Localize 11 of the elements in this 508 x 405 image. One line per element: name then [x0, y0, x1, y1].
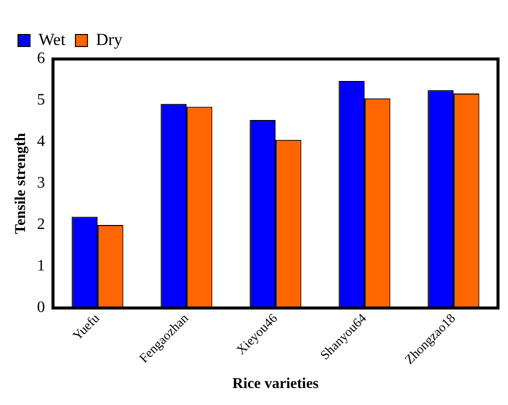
- y-tick-label: 4: [37, 133, 45, 150]
- y-tick-label: 6: [37, 50, 45, 68]
- legend-label: Dry: [96, 30, 123, 49]
- y-tick-label: 3: [37, 174, 45, 192]
- y-tick-label: 1: [37, 258, 45, 275]
- legend-label: Wet: [38, 30, 66, 49]
- y-tick-label: 0: [37, 299, 45, 316]
- x-axis-title: Rice varieties: [232, 376, 319, 392]
- y-tick-label: 2: [37, 216, 45, 234]
- y-tick-label: 5: [37, 92, 45, 109]
- y-axis-title: Tensile strength: [12, 132, 29, 234]
